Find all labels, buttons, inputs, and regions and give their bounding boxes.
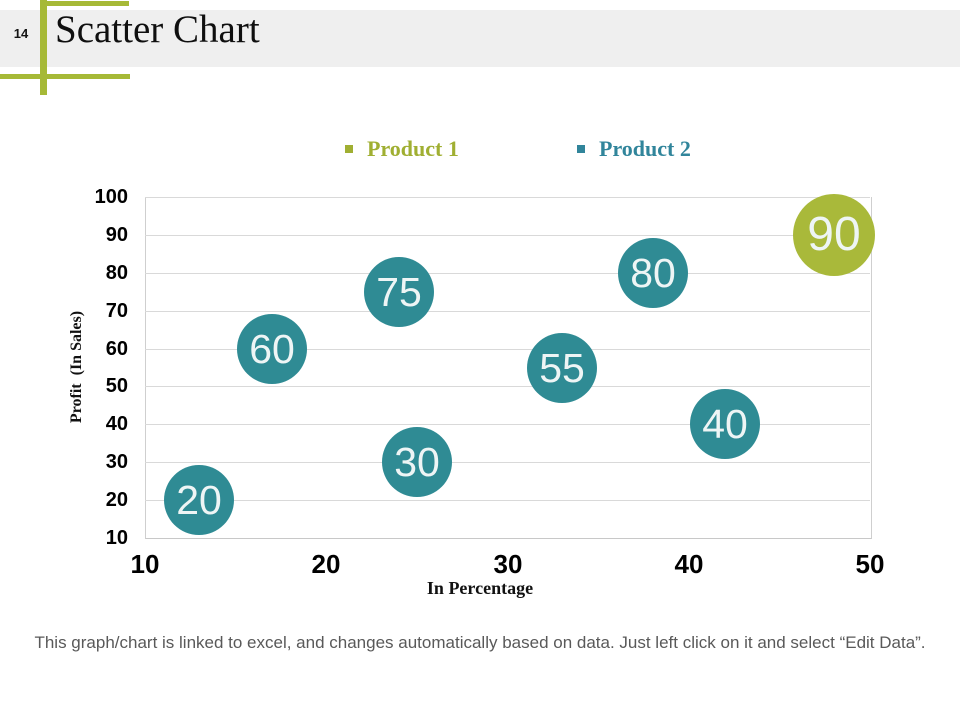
data-point-bubble[interactable]: 60 [237, 314, 307, 384]
x-tick-label: 50 [855, 549, 885, 579]
legend-item-product-1[interactable]: Product 1 [345, 136, 459, 162]
gridline [145, 424, 870, 425]
y-axis-title: Profit (In Sales) [68, 310, 85, 424]
y-tick-label: 40 [105, 413, 128, 435]
accent-bottom-line [0, 74, 130, 79]
footer-note: This graph/chart is linked to excel, and… [34, 633, 926, 652]
legend-swatch-icon [577, 145, 585, 153]
x-tick-label: 30 [493, 549, 523, 579]
y-tick-label: 70 [105, 300, 128, 322]
gridline [145, 349, 870, 350]
legend-item-product-2[interactable]: Product 2 [577, 136, 691, 162]
y-tick-label: 50 [105, 375, 128, 397]
gridline [145, 462, 870, 463]
accent-top-line [47, 1, 129, 6]
legend-label: Product 2 [599, 136, 691, 161]
y-tick-label: 10 [105, 527, 128, 549]
accent-vertical-bar [40, 0, 47, 95]
x-tick-label: 20 [311, 549, 341, 579]
y-tick-label: 30 [105, 451, 128, 473]
y-tick-label: 80 [105, 262, 128, 284]
gridline [145, 235, 870, 236]
y-tick-label: 60 [105, 338, 128, 360]
data-point-bubble[interactable]: 30 [382, 427, 452, 497]
x-tick-label: 10 [130, 549, 160, 579]
data-point-bubble[interactable]: 75 [364, 257, 434, 327]
legend-label: Product 1 [367, 136, 459, 161]
page-title: Scatter Chart [55, 8, 260, 51]
gridline [145, 500, 870, 501]
x-tick-label: 40 [674, 549, 704, 579]
y-tick-label: 100 [94, 186, 128, 208]
gridline [145, 197, 870, 198]
data-point-bubble[interactable]: 80 [618, 238, 688, 308]
gridline [145, 273, 870, 274]
y-tick-label: 20 [105, 489, 128, 511]
gridline [145, 311, 870, 312]
y-tick-label: 90 [105, 224, 128, 246]
data-point-bubble[interactable]: 20 [164, 465, 234, 535]
data-point-bubble[interactable]: 55 [527, 333, 597, 403]
x-axis-title: In Percentage [426, 578, 534, 598]
legend-swatch-icon [345, 145, 353, 153]
gridline [145, 386, 870, 387]
page-number: 14 [13, 26, 29, 41]
data-point-bubble[interactable]: 90 [793, 194, 875, 276]
data-point-bubble[interactable]: 40 [690, 389, 760, 459]
header-band [0, 10, 960, 67]
